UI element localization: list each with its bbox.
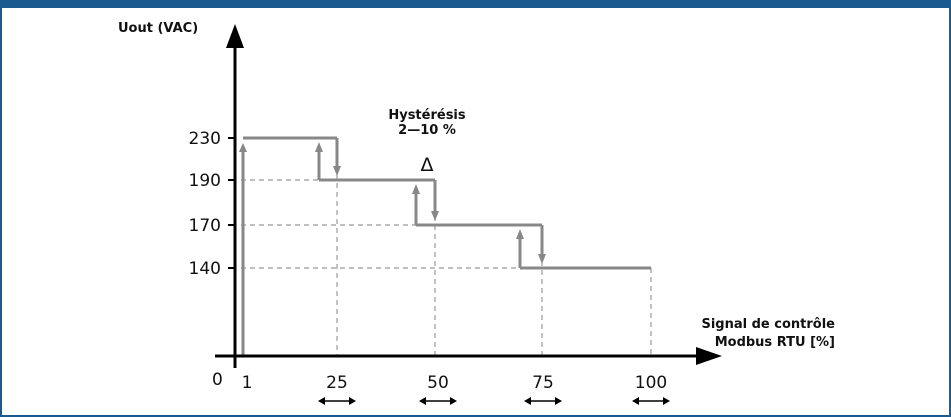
x-tick-label-1: 1	[242, 373, 253, 393]
x-axis-arrowhead	[696, 347, 722, 365]
x-axis-label-line-2: Modbus RTU [%]	[715, 335, 835, 350]
origin-label: 0	[212, 370, 223, 390]
tolerance-arrow-right-75	[555, 397, 562, 405]
y-tick-label-140: 140	[189, 259, 221, 279]
rise-arrowhead-1	[239, 143, 247, 152]
hysteresis-down-arrow-1	[431, 211, 439, 221]
hysteresis-up-arrow-0	[315, 142, 323, 152]
tolerance-arrow-50	[419, 397, 457, 405]
hysteresis-down-arrow-2	[538, 254, 546, 264]
x-tick-label-75: 75	[532, 373, 554, 393]
x-axis-label-line-1: Signal de contrôle	[701, 317, 835, 332]
tolerance-arrow-left-75	[524, 397, 531, 405]
hysteresis-up-arrow-1	[412, 184, 420, 194]
tolerance-arrow-right-50	[450, 397, 457, 405]
tolerance-arrow-25	[318, 397, 356, 405]
y-tick-label-170: 170	[189, 216, 221, 236]
tolerance-arrow-right-25	[349, 397, 356, 405]
hysteresis-up-arrow-2	[516, 229, 524, 239]
y-axis-arrowhead	[226, 24, 244, 48]
hysteresis-label-line-1: Hystérésis	[388, 108, 466, 123]
x-tick-label-50: 50	[427, 373, 449, 393]
hysteresis-down-arrow-0	[333, 166, 341, 176]
tolerance-arrow-100	[632, 397, 670, 405]
hysteresis-label-line-2: 2—10 %	[398, 123, 456, 138]
tolerance-arrow-left-25	[318, 397, 325, 405]
delta-symbol: Δ	[421, 154, 434, 176]
y-tick-label-230: 230	[189, 129, 221, 149]
tolerance-arrow-left-100	[632, 397, 639, 405]
y-tick-label-190: 190	[189, 171, 221, 191]
tolerance-arrow-75	[524, 397, 562, 405]
tolerance-arrow-left-50	[419, 397, 426, 405]
tolerance-arrow-right-100	[663, 397, 670, 405]
y-axis-label: Uout (VAC)	[118, 21, 198, 36]
x-tick-label-25: 25	[326, 373, 348, 393]
x-tick-label-100: 100	[635, 373, 667, 393]
